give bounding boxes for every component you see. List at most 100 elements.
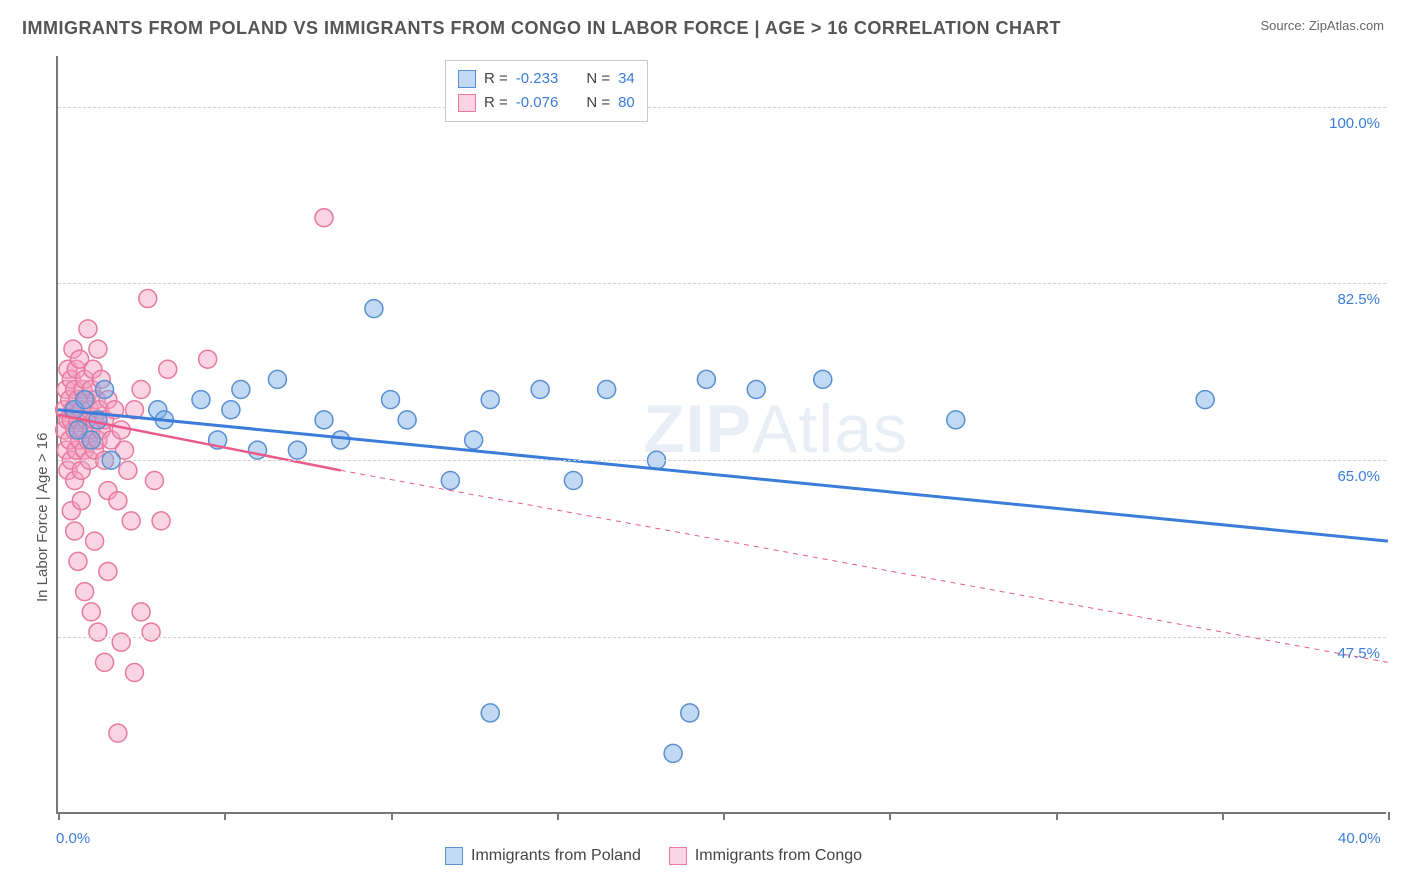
point-congo: [145, 471, 163, 489]
point-poland: [365, 300, 383, 318]
gridline-h: [58, 283, 1386, 284]
point-poland: [681, 704, 699, 722]
point-poland: [232, 381, 250, 399]
point-poland: [382, 391, 400, 409]
point-congo: [112, 633, 130, 651]
point-congo: [69, 552, 87, 570]
legend-label-congo: Immigrants from Congo: [695, 847, 862, 865]
y-tick-label: 47.5%: [1337, 645, 1380, 662]
swatch-congo: [458, 94, 476, 112]
x-tick: [1056, 812, 1058, 820]
n-value-congo: 80: [618, 91, 635, 115]
point-poland: [564, 471, 582, 489]
point-poland: [481, 704, 499, 722]
point-congo: [139, 290, 157, 308]
swatch-congo: [669, 847, 687, 865]
point-poland: [697, 370, 715, 388]
swatch-poland: [445, 847, 463, 865]
point-congo: [315, 209, 333, 227]
gridline-h: [58, 107, 1386, 108]
point-poland: [531, 381, 549, 399]
point-congo: [125, 664, 143, 682]
r-label: R =: [484, 91, 508, 115]
point-congo: [109, 724, 127, 742]
point-poland: [747, 381, 765, 399]
r-label: R =: [484, 67, 508, 91]
point-poland: [947, 411, 965, 429]
point-congo: [76, 583, 94, 601]
legend-label-poland: Immigrants from Poland: [471, 847, 641, 865]
y-tick-label: 100.0%: [1329, 115, 1380, 132]
point-congo: [132, 603, 150, 621]
chart-title: IMMIGRANTS FROM POLAND VS IMMIGRANTS FRO…: [22, 18, 1061, 39]
chart-svg: [58, 56, 1388, 814]
point-congo: [142, 623, 160, 641]
point-congo: [89, 623, 107, 641]
point-poland: [76, 391, 94, 409]
legend-row-congo: R = -0.076 N = 80: [458, 91, 635, 115]
x-tick: [1388, 812, 1390, 820]
x-tick: [391, 812, 393, 820]
point-congo: [199, 350, 217, 368]
r-value-poland: -0.233: [516, 67, 559, 91]
point-poland: [268, 370, 286, 388]
swatch-poland: [458, 70, 476, 88]
point-poland: [288, 441, 306, 459]
y-axis-label: In Labor Force | Age > 16: [34, 432, 51, 601]
point-poland: [192, 391, 210, 409]
point-congo: [119, 461, 137, 479]
y-tick-label: 65.0%: [1337, 468, 1380, 485]
point-congo: [99, 562, 117, 580]
r-value-congo: -0.076: [516, 91, 559, 115]
point-congo: [72, 492, 90, 510]
point-poland: [814, 370, 832, 388]
y-tick-label: 82.5%: [1337, 291, 1380, 308]
x-tick: [723, 812, 725, 820]
point-poland: [598, 381, 616, 399]
n-value-poland: 34: [618, 67, 635, 91]
x-tick-label: 0.0%: [56, 830, 90, 847]
point-poland: [481, 391, 499, 409]
point-congo: [109, 492, 127, 510]
point-congo: [82, 603, 100, 621]
point-poland: [315, 411, 333, 429]
correlation-legend: R = -0.233 N = 34 R = -0.076 N = 80: [445, 60, 648, 122]
point-poland: [82, 431, 100, 449]
source-label: Source: ZipAtlas.com: [1260, 18, 1384, 33]
x-tick: [889, 812, 891, 820]
point-poland: [96, 381, 114, 399]
x-tick-label: 40.0%: [1338, 830, 1381, 847]
point-congo: [159, 360, 177, 378]
legend-item-congo: Immigrants from Congo: [669, 847, 862, 865]
point-poland: [398, 411, 416, 429]
legend-row-poland: R = -0.233 N = 34: [458, 67, 635, 91]
plot-area: ZIPAtlas 47.5%65.0%82.5%100.0%: [56, 56, 1386, 814]
point-congo: [122, 512, 140, 530]
x-tick: [224, 812, 226, 820]
point-congo: [132, 381, 150, 399]
point-congo: [112, 421, 130, 439]
x-tick: [1222, 812, 1224, 820]
n-label: N =: [586, 67, 610, 91]
x-tick: [58, 812, 60, 820]
point-poland: [664, 744, 682, 762]
gridline-h: [58, 637, 1386, 638]
point-congo: [96, 653, 114, 671]
point-congo: [79, 320, 97, 338]
point-congo: [89, 340, 107, 358]
point-poland: [441, 471, 459, 489]
point-poland: [1196, 391, 1214, 409]
point-poland: [222, 401, 240, 419]
point-congo: [86, 532, 104, 550]
header: IMMIGRANTS FROM POLAND VS IMMIGRANTS FRO…: [22, 18, 1384, 39]
series-legend: Immigrants from Poland Immigrants from C…: [445, 847, 862, 865]
point-poland: [332, 431, 350, 449]
point-congo: [66, 522, 84, 540]
gridline-h: [58, 460, 1386, 461]
x-tick: [557, 812, 559, 820]
point-poland: [465, 431, 483, 449]
legend-item-poland: Immigrants from Poland: [445, 847, 641, 865]
trendline-dashed: [341, 470, 1388, 662]
n-label: N =: [586, 91, 610, 115]
point-congo: [152, 512, 170, 530]
